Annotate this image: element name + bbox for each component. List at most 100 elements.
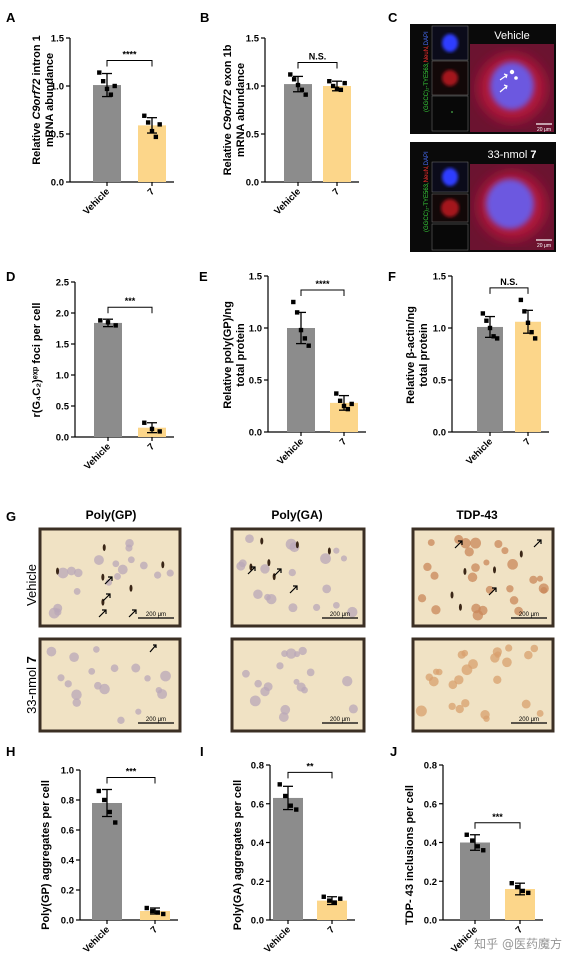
cell-nucleus <box>288 603 298 613</box>
y-tick-label: 0.6 <box>424 799 437 810</box>
x-tick-label: 7 <box>331 186 343 198</box>
panel-c-arrow-2 <box>499 84 508 93</box>
cell-nucleus <box>93 555 104 565</box>
significance-bracket <box>287 771 333 779</box>
data-point <box>470 838 475 843</box>
panel-g-row-vehicle: Vehicle <box>24 564 39 606</box>
cell-nucleus <box>470 537 482 549</box>
data-point <box>509 880 514 886</box>
y-tick-label: 0.5 <box>56 402 70 413</box>
x-tick-label: 7 <box>326 924 338 936</box>
arrow-marker <box>454 540 463 549</box>
bar-vehicle <box>284 84 312 182</box>
arrow-marker <box>98 609 107 618</box>
cell-nucleus <box>242 669 250 678</box>
micrograph-tdp-drug: 200 μm <box>411 637 555 733</box>
panel-b-ylabel-line2: mRNA abundance <box>235 63 247 157</box>
cell-nucleus <box>280 704 291 715</box>
panel-letter-b: B <box>200 10 209 25</box>
aggregate-inclusion <box>295 541 299 549</box>
data-point <box>342 80 347 86</box>
cell-nucleus <box>117 716 125 725</box>
aggregate-inclusion <box>458 603 462 611</box>
significance-label: N.S. <box>500 277 518 287</box>
data-point <box>532 336 538 341</box>
data-point <box>150 908 155 914</box>
aggregate-inclusion <box>267 559 271 567</box>
micrograph-ga-vehicle: 200 μm <box>230 527 366 628</box>
cell-nucleus <box>485 585 494 594</box>
cell-nucleus <box>340 555 348 562</box>
cell-nucleus <box>249 695 261 707</box>
cell-nucleus <box>139 561 148 570</box>
y-tick-label: 1.5 <box>246 34 260 45</box>
bar-vehicle <box>94 322 122 437</box>
data-point <box>464 832 469 837</box>
panel-c-focus-2 <box>514 76 518 80</box>
x-tick-label: Vehicle <box>275 436 306 467</box>
y-tick-label: 1.0 <box>51 82 64 93</box>
x-tick-label: Vehicle <box>81 186 112 217</box>
data-point <box>283 793 288 799</box>
y-tick-label: 0.8 <box>61 796 74 807</box>
cell-nucleus <box>266 593 277 605</box>
cell-nucleus <box>494 539 503 549</box>
cell-nucleus <box>296 682 306 692</box>
y-tick-label: 0.2 <box>61 886 74 897</box>
bar-drug <box>323 86 351 182</box>
cell-nucleus <box>502 657 512 668</box>
cell-nucleus <box>72 698 81 707</box>
bar-drug <box>138 125 166 182</box>
panel-g-title-tdp43: TDP-43 <box>456 508 498 522</box>
panel-i-ylabel: Poly(GA) aggregates per cell <box>232 780 244 930</box>
data-point <box>112 83 117 89</box>
x-tick-label: 7 <box>522 436 534 448</box>
data-point <box>96 788 101 794</box>
cell-nucleus <box>93 646 100 653</box>
panel-c-bottom-thumb-blue-nucleus <box>442 168 458 186</box>
bar-vehicle <box>477 326 503 432</box>
cell-nucleus <box>501 547 509 555</box>
y-tick-label: 1.0 <box>56 371 69 382</box>
y-tick-label: 0.0 <box>56 433 69 444</box>
cell-nucleus <box>415 705 427 717</box>
aggregate-inclusion <box>101 573 105 581</box>
chart-a: 0.0 0.5 1.0 1.5 Vehicle 7 **** <box>51 34 174 217</box>
panel-g-title-ga: Poly(GA) <box>271 508 322 522</box>
data-point <box>149 128 155 134</box>
cell-nucleus <box>417 594 427 603</box>
significance-bracket <box>300 289 345 296</box>
cell-nucleus <box>455 704 464 714</box>
data-point <box>520 888 525 894</box>
cell-nucleus <box>454 675 464 685</box>
data-point <box>515 884 520 890</box>
cell-nucleus <box>333 547 340 554</box>
data-point <box>144 905 149 911</box>
cell-nucleus <box>448 702 456 711</box>
bar-vehicle <box>92 803 122 920</box>
panel-c-arrow-1 <box>499 73 508 81</box>
panel-c-top-thumb-green <box>431 95 469 132</box>
data-point <box>330 83 336 89</box>
panel-letter-g: G <box>6 509 16 524</box>
panel-c-top-side-label: (GGCC)₂-TYE563,NeuN,DAPI <box>424 31 430 112</box>
scale-bar-label: 200 μm <box>146 612 166 618</box>
panel-letter-i: I <box>200 744 204 759</box>
cell-nucleus <box>540 586 548 594</box>
data-point <box>102 797 107 803</box>
panel-e-ylabel-line1: Relative poly(GP)/ng <box>222 301 234 409</box>
panel-c-bottom-thumb-red-cell <box>441 199 459 217</box>
cell-nucleus <box>448 680 458 690</box>
cell-nucleus <box>521 699 531 709</box>
data-point <box>345 406 351 412</box>
y-tick-label: 1.0 <box>433 324 446 335</box>
x-tick-label: 7 <box>146 186 158 198</box>
data-point <box>113 820 118 825</box>
panel-c-top-merge-nucleus <box>490 62 534 110</box>
data-point <box>526 890 531 896</box>
cell-nucleus <box>530 644 539 653</box>
cell-nucleus <box>154 571 162 579</box>
bar-vehicle <box>273 797 303 920</box>
cell-nucleus <box>464 547 474 557</box>
cell-nucleus <box>253 589 263 600</box>
